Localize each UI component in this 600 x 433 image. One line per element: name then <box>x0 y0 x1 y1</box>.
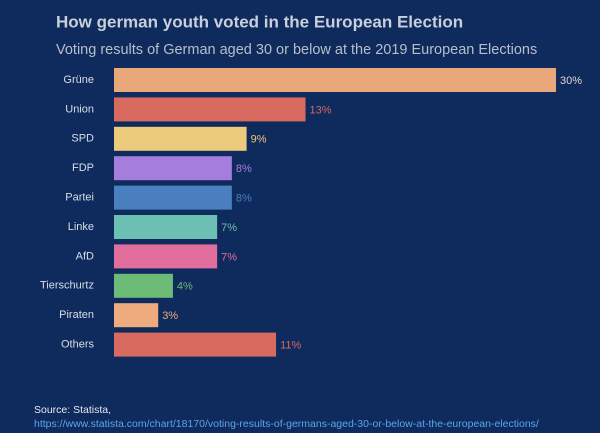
value-label: 7% <box>221 222 237 234</box>
bar <box>114 68 556 92</box>
category-label: Linke <box>68 221 94 233</box>
category-label: Others <box>61 339 95 351</box>
value-label: 11% <box>280 340 301 352</box>
value-label: 8% <box>236 163 252 175</box>
category-label: Piraten <box>59 309 94 321</box>
bar <box>114 156 232 181</box>
bar <box>114 215 218 239</box>
source-url[interactable]: https://www.statista.com/chart/18170/vot… <box>34 418 539 430</box>
bar <box>114 126 247 151</box>
source: Source: Statista, <box>34 404 111 416</box>
bar <box>114 303 159 328</box>
category-label: Grüne <box>63 74 94 86</box>
bar <box>114 332 277 357</box>
value-label: 7% <box>221 251 237 263</box>
bar <box>114 244 218 269</box>
category-label: FDP <box>72 162 94 174</box>
value-label: 30% <box>560 75 582 87</box>
bar <box>114 273 173 298</box>
value-label: 13% <box>310 104 332 116</box>
category-label: Partei <box>65 192 94 204</box>
category-label: AfD <box>76 250 94 262</box>
category-label: Tierschurtz <box>40 280 94 292</box>
value-label: 4% <box>177 281 193 293</box>
value-label: 8% <box>236 193 252 205</box>
bar <box>114 185 232 210</box>
bar <box>114 97 306 122</box>
value-label: 9% <box>251 134 267 146</box>
category-label: Union <box>65 103 94 115</box>
chart-title: How german youth voted in the European E… <box>56 12 463 31</box>
chart-subtitle: Voting results of German aged 30 or belo… <box>56 42 537 58</box>
category-label: SPD <box>71 133 94 145</box>
value-label: 3% <box>162 310 178 322</box>
